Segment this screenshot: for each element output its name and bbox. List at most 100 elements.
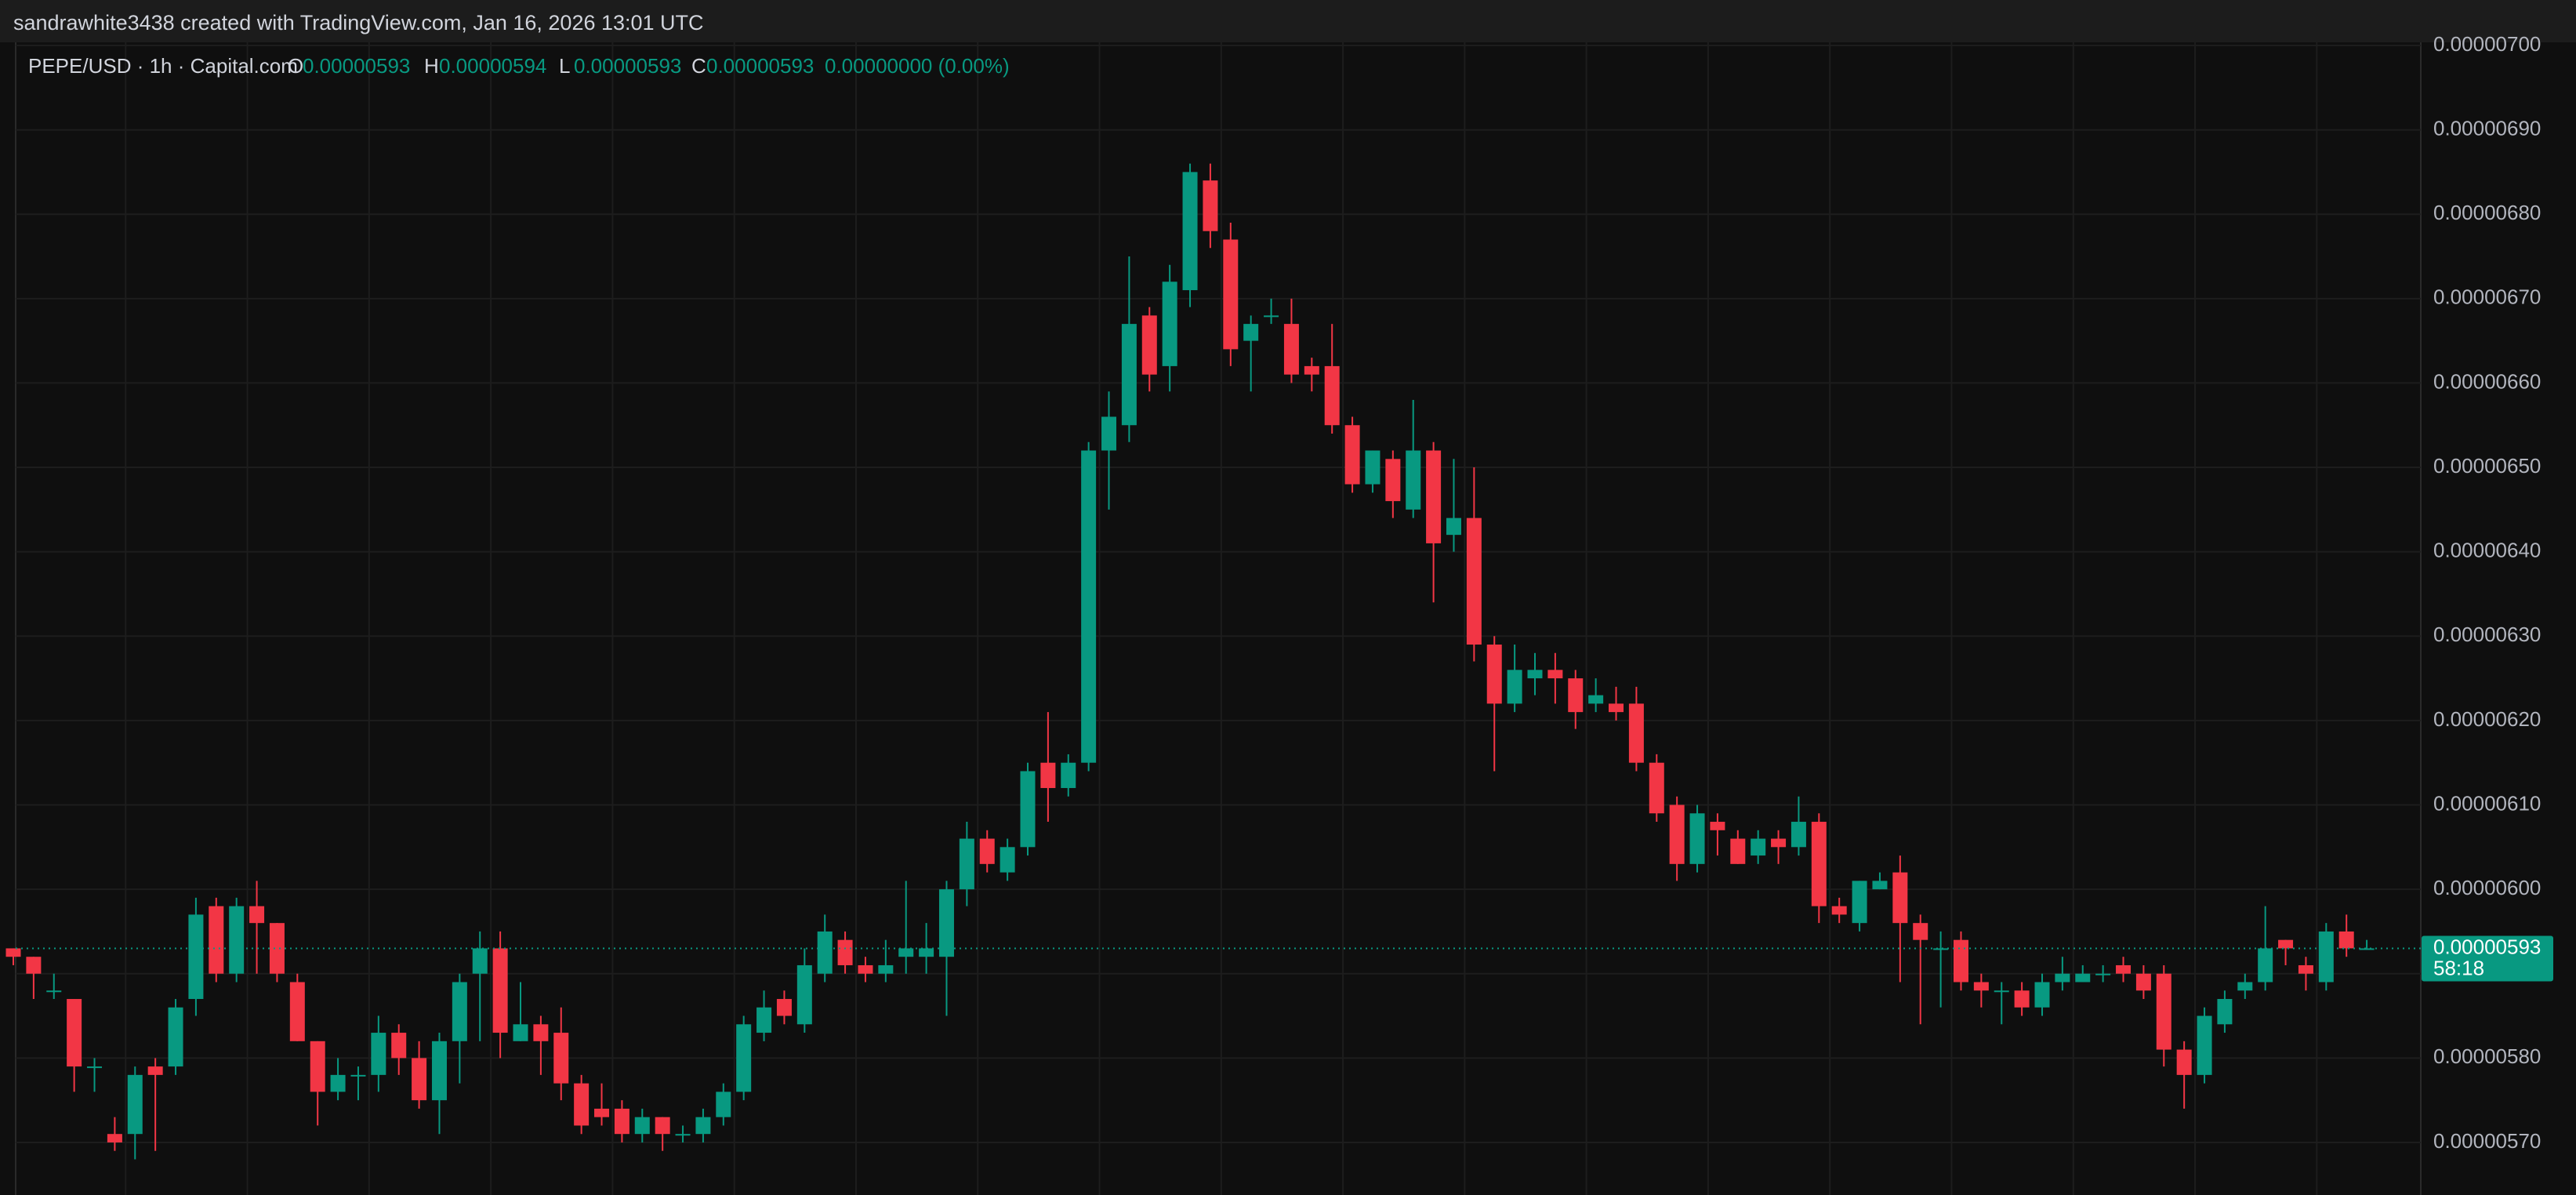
candle-body bbox=[472, 948, 488, 974]
candle-body bbox=[959, 838, 974, 890]
candle-body bbox=[289, 982, 305, 1041]
candle-body bbox=[2197, 1015, 2212, 1075]
countdown: 58:18 bbox=[2433, 956, 2484, 979]
candles bbox=[5, 163, 2375, 1160]
ohlc-key: L bbox=[559, 54, 570, 78]
price-tag: 0.00000593 bbox=[2433, 935, 2541, 958]
candle-body bbox=[1933, 948, 1949, 950]
candle-body bbox=[2095, 973, 2111, 975]
candle-body bbox=[188, 914, 204, 1000]
candle-body bbox=[2278, 939, 2294, 949]
candle-body bbox=[878, 964, 894, 974]
y-tick-label: 0.00000600 bbox=[2433, 876, 2541, 899]
candle-body bbox=[431, 1041, 447, 1101]
candle-body bbox=[858, 964, 873, 974]
y-tick-label: 0.00000620 bbox=[2433, 707, 2541, 731]
candle-body bbox=[2116, 964, 2132, 974]
price-tag-bg bbox=[2422, 935, 2553, 982]
candle-body bbox=[452, 982, 467, 1041]
change: 0.00000000 (0.00%) bbox=[825, 54, 1010, 78]
candle-body bbox=[391, 1033, 407, 1059]
candle-body bbox=[594, 1108, 610, 1117]
ohlc-key: H bbox=[424, 54, 439, 78]
candle-body bbox=[574, 1083, 590, 1126]
overlay: 0.000005700.000005800.000005900.00000600… bbox=[16, 32, 2553, 1153]
candle-body bbox=[87, 1066, 103, 1069]
candle-body bbox=[1751, 838, 1766, 856]
candle-body bbox=[796, 964, 812, 1025]
candle-body bbox=[1811, 822, 1827, 906]
candle-body bbox=[1324, 365, 1340, 426]
candle-body bbox=[553, 1033, 569, 1084]
candle-body bbox=[1973, 982, 1989, 991]
candle-body bbox=[107, 1134, 122, 1142]
candle-body bbox=[1527, 670, 1543, 679]
candle-body bbox=[655, 1117, 670, 1135]
candle-body bbox=[1406, 450, 1421, 510]
candle-body bbox=[1994, 990, 2009, 993]
candle-body bbox=[371, 1033, 386, 1075]
candle-body bbox=[269, 923, 285, 974]
candle-body bbox=[1304, 365, 1319, 375]
candle-body bbox=[2014, 990, 2030, 1008]
candle-body bbox=[1365, 450, 1381, 485]
ohlc-value: 0.00000593 bbox=[574, 54, 681, 78]
candle-body bbox=[776, 999, 792, 1016]
candle-body bbox=[1892, 872, 1908, 924]
candle-body bbox=[1628, 703, 1644, 763]
candle-body bbox=[1831, 906, 1847, 915]
candle-body bbox=[26, 957, 42, 974]
candle-body bbox=[1507, 670, 1522, 704]
candle-body bbox=[1264, 315, 1279, 318]
candle-body bbox=[675, 1134, 691, 1136]
candle-body bbox=[736, 1024, 752, 1092]
candle-body bbox=[2338, 931, 2354, 949]
candle-body bbox=[1953, 939, 1968, 983]
candle-body bbox=[1466, 518, 1482, 645]
candle-body bbox=[492, 948, 508, 1033]
y-tick-label: 0.00000690 bbox=[2433, 116, 2541, 140]
ohlc-value: 0.00000594 bbox=[439, 54, 546, 78]
candle-body bbox=[67, 999, 82, 1067]
candle-body bbox=[1385, 459, 1401, 502]
ohlc-value: 0.00000593 bbox=[706, 54, 814, 78]
candle-body bbox=[1486, 645, 1502, 704]
candle-body bbox=[1791, 822, 1806, 848]
candle-body bbox=[5, 948, 21, 957]
y-tick-label: 0.00000570 bbox=[2433, 1129, 2541, 1153]
candle-body bbox=[533, 1024, 549, 1041]
candle-body bbox=[695, 1117, 711, 1135]
candle-body bbox=[817, 931, 833, 974]
y-tick-label: 0.00000680 bbox=[2433, 201, 2541, 224]
candle-body bbox=[1081, 450, 1097, 763]
candle-body bbox=[1020, 771, 1036, 848]
candle-body bbox=[1426, 450, 1442, 543]
ohlc-value: 0.00000593 bbox=[303, 54, 410, 78]
candle-body bbox=[1040, 762, 1056, 788]
candle-body bbox=[1162, 281, 1177, 366]
candle-body bbox=[330, 1074, 346, 1092]
candle-body bbox=[1710, 822, 1725, 830]
candle-body bbox=[837, 939, 853, 965]
candle-body bbox=[2156, 973, 2171, 1050]
candle-body bbox=[2034, 982, 2050, 1008]
candle-body bbox=[1283, 324, 1299, 375]
y-tick-label: 0.00000670 bbox=[2433, 285, 2541, 309]
candle-body bbox=[1730, 838, 1746, 864]
candle-body bbox=[168, 1007, 183, 1067]
candle-body bbox=[938, 889, 954, 957]
candle-body bbox=[127, 1074, 143, 1135]
y-tick-label: 0.00000640 bbox=[2433, 539, 2541, 562]
ohlc-key: O bbox=[288, 54, 303, 78]
candle-body bbox=[2359, 948, 2375, 950]
y-tick-label: 0.00000650 bbox=[2433, 454, 2541, 478]
candle-body bbox=[1344, 425, 1360, 485]
y-tick-label: 0.00000660 bbox=[2433, 369, 2541, 393]
candle-body bbox=[2258, 948, 2273, 983]
candle-body bbox=[1852, 881, 1867, 924]
candle-body bbox=[756, 1007, 772, 1033]
attribution: sandrawhite3438 created with TradingView… bbox=[13, 11, 704, 35]
candle-body bbox=[2237, 982, 2253, 991]
candle-body bbox=[1771, 838, 1787, 848]
